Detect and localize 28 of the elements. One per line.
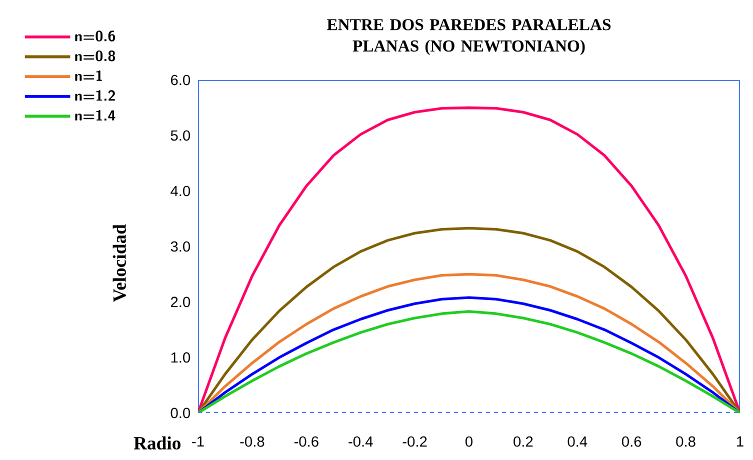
legend-label: n=1.2 xyxy=(75,90,115,101)
x-tick-label: 0.2 xyxy=(514,436,533,447)
x-tick-label: 0.6 xyxy=(622,436,642,447)
y-axis-title: Velocidad xyxy=(112,224,126,302)
y-tick-label: 2.0 xyxy=(170,296,190,308)
legend-label: n=1.4 xyxy=(75,110,116,120)
y-tick-label: 1.0 xyxy=(171,352,190,363)
x-tick-label: 0.4 xyxy=(568,436,588,447)
y-tick-label: 6.0 xyxy=(170,74,190,86)
y-tick-label: 5.0 xyxy=(170,130,190,141)
y-tick-label: 0.0 xyxy=(170,408,190,418)
x-tick-label: 0 xyxy=(465,436,472,447)
x-tick-label: 0.8 xyxy=(676,436,696,447)
chart-title: ENTRE DOS PAREDES PARALELAS PLANAS (NO NEWTONIANO) xyxy=(326,19,611,55)
y-tick-label: 3.0 xyxy=(170,241,190,252)
x-tick-label: -0.8 xyxy=(240,436,264,447)
x-axis-title: Radio xyxy=(134,436,180,450)
x-tick-label: -0.2 xyxy=(402,436,427,447)
x-tick-label: -1 xyxy=(192,436,204,446)
y-tick-label: 4.0 xyxy=(170,186,190,196)
x-tick-label: 1 xyxy=(737,436,744,446)
line-series xyxy=(198,272,740,413)
legend-label: n=1 xyxy=(75,70,102,81)
x-tick-label: -0.6 xyxy=(294,436,318,447)
legend-label: n=0.8 xyxy=(75,50,116,62)
x-tick-label: -0.4 xyxy=(348,436,373,447)
legend-label: n=0.6 xyxy=(75,30,116,42)
line-series xyxy=(198,226,740,413)
